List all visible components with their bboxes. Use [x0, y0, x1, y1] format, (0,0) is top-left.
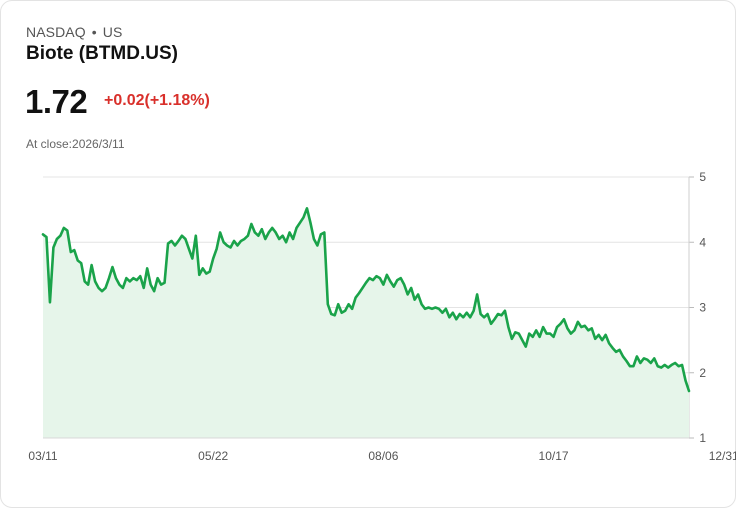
y-tick-label: 5 — [699, 170, 706, 184]
separator-dot: • — [91, 24, 97, 40]
close-date: At close:2026/3/11 — [26, 137, 125, 151]
x-tick-label: 05/22 — [198, 449, 228, 463]
y-tick-label: 1 — [699, 431, 706, 445]
x-tick-label: 08/06 — [368, 449, 398, 463]
region-label: US — [102, 24, 123, 40]
x-tick-label: 10/17 — [539, 449, 569, 463]
y-tick-label: 2 — [699, 366, 706, 380]
price-change: +0.02(+1.18%) — [104, 92, 210, 109]
y-tick-label: 4 — [699, 235, 706, 249]
y-tick-label: 3 — [699, 301, 706, 315]
stock-title: Biote (BTMD.US) — [26, 43, 178, 64]
x-tick-label: 12/31 — [709, 449, 736, 463]
exchange-name: NASDAQ — [26, 24, 86, 40]
exchange-line: NASDAQ • US — [26, 24, 122, 40]
price-line — [41, 207, 691, 393]
current-price: 1.72 — [25, 83, 88, 120]
price-area-fill — [43, 208, 689, 438]
x-tick-label: 03/11 — [28, 449, 57, 463]
